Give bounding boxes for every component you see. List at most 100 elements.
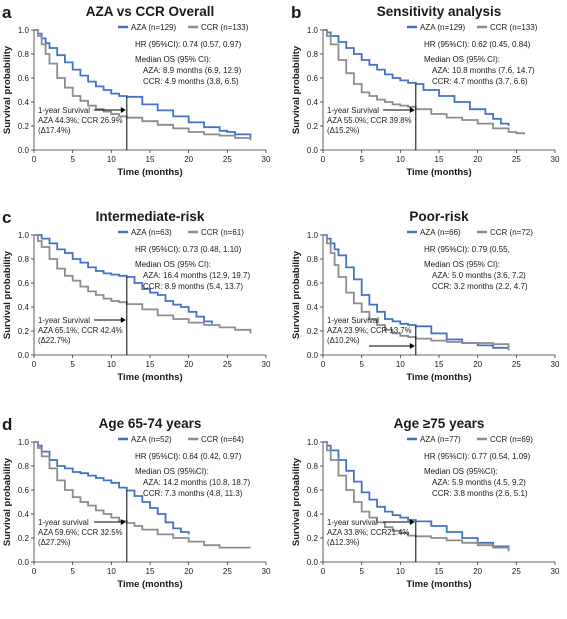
annotation-line: (Δ12.3%) — [327, 538, 360, 547]
annotation-line: AZA 59.6%; CCR 32.5% — [38, 528, 123, 537]
stats-line: CCR: 4.9 months (3.8, 6.5) — [143, 77, 239, 86]
x-tick-label: 10 — [107, 360, 116, 369]
x-tick-label: 25 — [512, 360, 521, 369]
annotation-line: (Δ17.4%) — [38, 126, 71, 135]
y-tick-label: 0.2 — [307, 327, 319, 336]
legend: AZA (n=77) CCR (n=69) — [407, 435, 533, 444]
stats-line: HR (95%CI): 0.74 (0.57, 0.97) — [135, 40, 242, 49]
y-tick-label: 0.6 — [307, 486, 319, 495]
km-panel: Poor-risk AZA (n=66) CCR (n=72) 0.0 0.2 0.4 0.… — [291, 209, 560, 383]
legend-label-aza: AZA (n=77) — [420, 435, 461, 444]
legend-label-aza: AZA (n=63) — [131, 228, 172, 237]
survival-curve-ccr — [323, 29, 525, 135]
survival-curve-ccr — [323, 441, 510, 552]
x-tick-label: 25 — [223, 155, 232, 164]
km-panel: Age ≥75 years AZA (n=77) CCR (n=69) 0.0 0.2 0… — [291, 416, 560, 590]
x-tick-label: 25 — [223, 567, 232, 576]
stats-line: Median OS (95%CI): — [424, 467, 498, 476]
y-axis-label: Survival probability — [291, 250, 302, 339]
stats-block: HR (95%CI): 0.79 (0.55, Median OS (95% CI… — [424, 245, 528, 291]
x-tick-label: 20 — [473, 360, 482, 369]
stats-line: CCR: 3.8 months (2.6, 5.1) — [432, 489, 528, 498]
survival-curve-ccr — [34, 441, 251, 549]
annotation-line: 1-year Survival — [327, 316, 379, 325]
survival-curve-aza — [34, 441, 190, 535]
y-tick-label: 0.8 — [307, 462, 319, 471]
annotation-line: 1-year Survival — [38, 316, 90, 325]
y-tick-label: 0.2 — [307, 534, 319, 543]
legend-label-aza: AZA (n=52) — [131, 435, 172, 444]
x-axis-label: Time (months) — [117, 579, 182, 590]
survival-curve-aza — [34, 234, 213, 324]
y-tick-label: 0.6 — [18, 486, 30, 495]
x-axis-label: Time (months) — [117, 372, 182, 383]
stats-block: HR (95%CI): 0.64 (0.42, 0.97) Median OS (… — [135, 452, 251, 498]
x-tick-label: 10 — [396, 567, 405, 576]
legend-label-aza: AZA (n=129) — [420, 23, 465, 32]
y-tick-label: 0.6 — [307, 279, 319, 288]
x-tick-label: 15 — [146, 155, 155, 164]
stats-line: CCR: 8.9 months (5.4, 13.7) — [143, 282, 243, 291]
stats-block: HR (95%CI): 0.62 (0.45, 0.84) Median OS (… — [424, 40, 535, 86]
y-tick-label: 1.0 — [18, 26, 30, 35]
y-tick-label: 0.2 — [18, 122, 30, 131]
survival-curve-aza — [323, 441, 510, 550]
stats-line: AZA: 16.4 months (12.9, 19.7) — [143, 271, 251, 280]
y-tick-label: 0.8 — [18, 462, 30, 471]
stats-line: Median OS (95% CI): — [424, 260, 500, 269]
annotation-arrowhead — [409, 343, 415, 349]
stats-line: AZA: 5.0 months (3.6, 7.2) — [432, 271, 526, 280]
annotation-arrowhead — [120, 317, 126, 323]
stats-line: CCR: 7.3 months (4.8, 11.3) — [143, 489, 243, 498]
x-tick-label: 0 — [32, 360, 37, 369]
stats-line: CCR: 4.7 months (3.7, 6.6) — [432, 77, 528, 86]
x-tick-label: 5 — [359, 155, 364, 164]
x-tick-label: 20 — [473, 567, 482, 576]
stats-line: HR (95%CI): 0.64 (0.42, 0.97) — [135, 452, 242, 461]
x-tick-label: 5 — [70, 567, 75, 576]
legend: AZA (n=52) CCR (n=64) — [118, 435, 244, 444]
x-tick-label: 25 — [512, 155, 521, 164]
y-axis-label: Survival probability — [2, 457, 13, 546]
annotation-arrowhead — [409, 107, 415, 113]
panel-title: Poor-risk — [409, 209, 469, 224]
x-axis-label: Time (months) — [406, 167, 471, 178]
survival-curve-ccr — [34, 234, 252, 334]
y-tick-label: 0.2 — [18, 327, 30, 336]
stats-line: HR (95%CI): 0.79 (0.55, — [424, 245, 510, 254]
survival-curve-aza — [34, 29, 252, 138]
annotation-arrowhead — [120, 519, 126, 525]
stats-line: HR (95%CI): 0.73 (0.48, 1.10) — [135, 245, 242, 254]
stats-line: Median OS (95%CI): — [135, 467, 209, 476]
y-tick-label: 0.4 — [307, 98, 319, 107]
x-tick-label: 10 — [396, 360, 405, 369]
annotation-line: 1-year survival — [38, 518, 89, 527]
legend-label-ccr: CCR (n=133) — [490, 23, 538, 32]
x-tick-label: 0 — [321, 360, 326, 369]
annotation-line: AZA 23.9%; CCR 13.7% — [327, 326, 412, 335]
x-tick-label: 0 — [32, 567, 37, 576]
y-tick-label: 0.0 — [307, 558, 319, 567]
x-tick-label: 15 — [435, 567, 444, 576]
stats-line: Median OS (95% CI): — [424, 55, 500, 64]
stats-line: HR (95%CI): 0.77 (0.54, 1.09) — [424, 452, 531, 461]
legend-label-ccr: CCR (n=69) — [490, 435, 533, 444]
x-tick-label: 25 — [223, 360, 232, 369]
y-axis-label: Survival probability — [291, 457, 302, 546]
y-tick-label: 0.0 — [18, 558, 30, 567]
y-tick-label: 1.0 — [307, 231, 319, 240]
panel-title: AZA vs CCR Overall — [86, 4, 215, 19]
x-tick-label: 20 — [184, 567, 193, 576]
x-axis-label: Time (months) — [117, 167, 182, 178]
y-tick-label: 0.0 — [18, 146, 30, 155]
legend: AZA (n=63) CCR (n=61) — [118, 228, 244, 237]
y-tick-label: 0.0 — [307, 351, 319, 360]
annotation-arrowhead — [409, 519, 415, 525]
panel-title: Age 65-74 years — [99, 416, 202, 431]
